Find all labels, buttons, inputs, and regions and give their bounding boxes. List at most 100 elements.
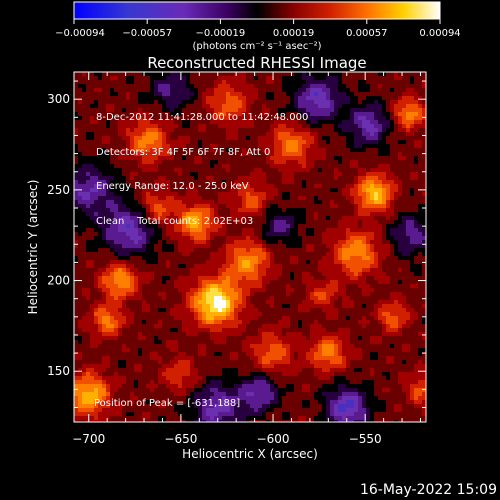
- heatmap-cell: [142, 144, 146, 148]
- heatmap-cell: [254, 136, 258, 140]
- heatmap-cell: [354, 208, 358, 212]
- heatmap-cell: [414, 124, 418, 128]
- heatmap-cell: [218, 136, 222, 140]
- heatmap-cell: [290, 84, 294, 88]
- heatmap-cell: [362, 260, 366, 264]
- heatmap-cell: [326, 100, 330, 104]
- heatmap-cell: [410, 224, 414, 228]
- heatmap-cell: [314, 284, 318, 288]
- heatmap-cell: [274, 164, 278, 168]
- heatmap-cell: [314, 148, 318, 152]
- heatmap-cell: [162, 296, 166, 300]
- heatmap-cell: [242, 132, 246, 136]
- heatmap-cell: [266, 164, 270, 168]
- heatmap-cell: [346, 272, 350, 276]
- heatmap-cell: [214, 240, 218, 244]
- heatmap-cell: [378, 244, 382, 248]
- heatmap-cell: [234, 276, 238, 280]
- heatmap-cell: [318, 176, 322, 180]
- heatmap-cell: [294, 180, 298, 184]
- heatmap-cell: [414, 136, 418, 140]
- heatmap-cell: [194, 84, 198, 88]
- heatmap-cell: [126, 248, 130, 252]
- heatmap-cell: [242, 128, 246, 132]
- heatmap-cell: [366, 100, 370, 104]
- heatmap-cell: [110, 92, 114, 96]
- heatmap-cell: [194, 224, 198, 228]
- heatmap-cell: [118, 184, 122, 188]
- heatmap-cell: [206, 140, 210, 144]
- heatmap-cell: [254, 296, 258, 300]
- heatmap-cell: [90, 140, 94, 144]
- heatmap-cell: [250, 160, 254, 164]
- heatmap-cell: [218, 220, 222, 224]
- heatmap-cell: [146, 112, 150, 116]
- heatmap-cell: [274, 208, 278, 212]
- heatmap-cell: [142, 156, 146, 160]
- heatmap-cell: [410, 120, 414, 124]
- heatmap-cell: [298, 252, 302, 256]
- heatmap-cell: [318, 244, 322, 248]
- heatmap-cell: [286, 244, 290, 248]
- heatmap-cell: [86, 256, 90, 260]
- heatmap-cell: [194, 204, 198, 208]
- heatmap-cell: [286, 164, 290, 168]
- heatmap-cell: [234, 144, 238, 148]
- heatmap-cell: [278, 80, 282, 84]
- heatmap-cell: [386, 224, 390, 228]
- heatmap-cell: [190, 224, 194, 228]
- heatmap-cell: [410, 136, 414, 140]
- heatmap-cell: [406, 104, 410, 108]
- heatmap-cell: [230, 140, 234, 144]
- heatmap-cell: [386, 208, 390, 212]
- heatmap-cell: [186, 128, 190, 132]
- heatmap-cell: [202, 136, 206, 140]
- heatmap-cell: [194, 208, 198, 212]
- heatmap-cell: [410, 264, 414, 268]
- heatmap-cell: [78, 252, 82, 256]
- heatmap-cell: [398, 116, 402, 120]
- heatmap-cell: [106, 128, 110, 132]
- colorbar-tick-label: 0.00019: [273, 28, 314, 39]
- heatmap-cell: [322, 268, 326, 272]
- heatmap-cell: [398, 92, 402, 96]
- heatmap-cell: [398, 264, 402, 268]
- heatmap-cell: [334, 76, 338, 80]
- heatmap-cell: [374, 244, 378, 248]
- heatmap-cell: [82, 108, 86, 112]
- heatmap-cell: [190, 88, 194, 92]
- heatmap-cell: [146, 268, 150, 272]
- heatmap-cell: [186, 292, 190, 296]
- heatmap-cell: [394, 176, 398, 180]
- heatmap-cell: [98, 288, 102, 292]
- heatmap-cell: [362, 132, 366, 136]
- heatmap-cell: [250, 268, 254, 272]
- heatmap-cell: [82, 120, 86, 124]
- heatmap-cell: [254, 120, 258, 124]
- heatmap-cell: [254, 276, 258, 280]
- heatmap-cell: [298, 196, 302, 200]
- heatmap-cell: [358, 160, 362, 164]
- heatmap-cell: [218, 184, 222, 188]
- heatmap-cell: [398, 72, 402, 76]
- heatmap-cell: [146, 128, 150, 132]
- heatmap-cell: [338, 184, 342, 188]
- heatmap-cell: [410, 168, 414, 172]
- heatmap-cell: [310, 272, 314, 276]
- heatmap-cell: [374, 260, 378, 264]
- heatmap-cell: [226, 264, 230, 268]
- heatmap-cell: [350, 264, 354, 268]
- heatmap-cell: [278, 112, 282, 116]
- heatmap-cell: [242, 276, 246, 280]
- heatmap-cell: [402, 180, 406, 184]
- heatmap-cell: [314, 244, 318, 248]
- heatmap-cell: [334, 156, 338, 160]
- heatmap-cell: [186, 120, 190, 124]
- heatmap-cell: [282, 116, 286, 120]
- heatmap-cell: [386, 152, 390, 156]
- heatmap-cell: [102, 208, 106, 212]
- heatmap-cell: [362, 232, 366, 236]
- heatmap-cell: [290, 160, 294, 164]
- heatmap-cell: [158, 124, 162, 128]
